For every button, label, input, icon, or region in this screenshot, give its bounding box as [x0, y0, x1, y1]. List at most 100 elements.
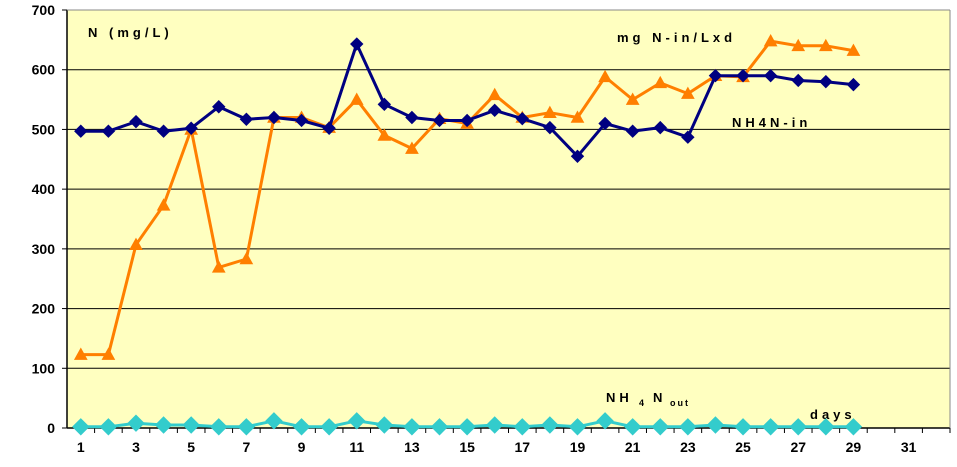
data-point: [212, 100, 226, 114]
data-point: [541, 416, 559, 434]
data-point: [681, 86, 695, 99]
series-label-nh4n-in: NH4N-in: [732, 115, 811, 130]
data-point: [101, 124, 116, 138]
data-point: [598, 116, 612, 131]
data-point: [154, 416, 173, 434]
data-point: [99, 418, 118, 436]
x-tick-label: 7: [242, 439, 250, 455]
data-point: [485, 416, 504, 434]
data-point: [763, 34, 778, 47]
data-point: [348, 412, 366, 430]
x-tick-label: 19: [570, 439, 586, 455]
data-point: [265, 412, 283, 430]
data-point: [789, 418, 807, 436]
plot-area: [67, 10, 950, 428]
data-point: [598, 69, 612, 83]
y-tick-label: 200: [32, 301, 56, 317]
data-point: [156, 124, 171, 138]
data-point: [239, 251, 254, 265]
data-point: [375, 416, 394, 434]
data-point: [625, 124, 640, 138]
x-tick-label: 13: [404, 439, 420, 455]
x-tick-label: 1: [77, 439, 85, 455]
data-point: [487, 87, 502, 101]
series-label-nh4n-out: NH 4 N out: [606, 390, 690, 408]
data-point: [432, 113, 447, 128]
data-point: [267, 110, 281, 125]
data-point: [210, 418, 228, 436]
data-point: [405, 141, 419, 154]
series-2: [72, 412, 863, 436]
data-point: [349, 92, 364, 105]
x-tick-label: 31: [901, 439, 917, 455]
data-point: [706, 416, 725, 434]
data-point: [681, 130, 695, 144]
data-point: [568, 418, 587, 436]
y-tick-label: 300: [32, 241, 56, 257]
data-point: [596, 412, 614, 430]
data-point: [129, 114, 143, 129]
data-point: [377, 97, 392, 112]
y-tick-label: 500: [32, 121, 56, 137]
x-tick-label: 15: [459, 439, 475, 455]
x-tick-label: 9: [298, 439, 306, 455]
y-tick-label: 700: [32, 2, 56, 18]
data-point: [543, 105, 557, 119]
x-tick-label: 29: [846, 439, 862, 455]
data-point: [515, 111, 530, 126]
data-point: [708, 68, 723, 83]
data-point: [377, 128, 392, 141]
x-tick-label: 11: [349, 439, 364, 455]
x-tick-label: 3: [132, 439, 140, 455]
data-point: [734, 418, 752, 436]
data-point: [570, 110, 585, 123]
data-point: [570, 149, 585, 164]
x-tick-label: 5: [187, 439, 195, 455]
data-point: [791, 73, 805, 88]
data-point: [74, 124, 88, 138]
data-point: [736, 68, 750, 83]
data-point: [651, 418, 669, 436]
series-label-n-in: mg N-in/Lxd: [617, 30, 736, 45]
data-point: [543, 120, 557, 135]
data-point: [846, 77, 861, 92]
data-point: [405, 110, 419, 125]
data-point: [211, 260, 226, 273]
x-tick-label: 21: [625, 439, 641, 455]
data-point: [292, 418, 311, 436]
data-point: [761, 418, 780, 436]
data-point: [625, 92, 640, 105]
series-1: [74, 37, 861, 164]
data-point: [487, 103, 502, 118]
data-point: [819, 74, 833, 89]
nh4nout-label-sub2: out: [670, 398, 690, 408]
series-layer: [72, 34, 863, 436]
x-tick-label: 25: [735, 439, 751, 455]
data-point: [679, 418, 697, 436]
data-point: [513, 418, 532, 436]
x-tick-label: 27: [790, 439, 806, 455]
data-point: [460, 113, 474, 128]
x-tick-label: 17: [515, 439, 531, 455]
data-point: [817, 418, 835, 436]
data-point: [653, 75, 668, 89]
data-point: [653, 120, 667, 135]
data-point: [73, 347, 88, 360]
x-tick-label: 23: [680, 439, 696, 455]
data-point: [350, 37, 364, 51]
y-axis-label: N (mg/L): [88, 25, 173, 40]
data-point: [458, 418, 476, 436]
data-point: [320, 418, 338, 436]
data-point: [763, 68, 778, 83]
data-point: [791, 38, 806, 52]
data-point: [237, 418, 256, 436]
y-tick-label: 400: [32, 181, 56, 197]
data-point: [430, 418, 449, 436]
data-point: [129, 237, 143, 250]
data-point: [239, 112, 254, 126]
x-axis-label: days: [810, 407, 856, 422]
data-point: [846, 43, 861, 56]
y-tick-label: 600: [32, 62, 56, 78]
